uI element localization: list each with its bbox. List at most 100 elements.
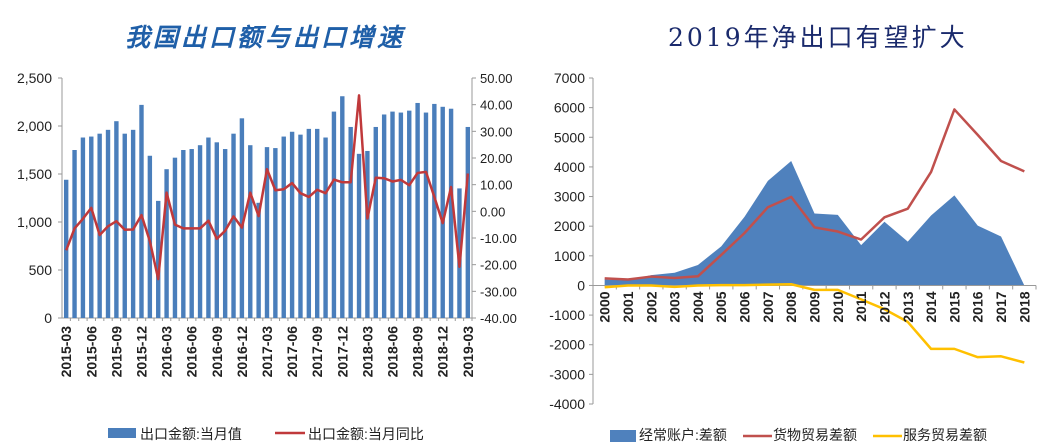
right-chart-x-tick-label: 2014: [923, 291, 939, 322]
right-chart-y-tick-label: 0: [577, 277, 585, 293]
right-chart-y-tick-label: -1000: [549, 307, 585, 323]
export-value-bar: [222, 149, 228, 318]
export-value-bar: [306, 128, 312, 318]
export-value-bar: [331, 111, 337, 318]
left-y-tick-label: 500: [29, 262, 53, 278]
right-y-tick-label: 50.00: [480, 71, 513, 86]
legend-bar-label: 出口金额:当月值: [140, 426, 242, 442]
right-chart-x-tick-label: 2015: [946, 291, 962, 322]
left-y-tick-label: 2,500: [17, 70, 52, 86]
right-y-tick-label: -30.00: [480, 284, 517, 299]
export-value-bar: [315, 128, 320, 318]
right-chart-x-tick-label: 2007: [760, 291, 776, 322]
export-value-bar: [105, 129, 111, 318]
export-value-bar: [465, 126, 471, 319]
export-value-bar: [373, 126, 378, 319]
export-value-bar: [348, 126, 353, 319]
legend-goods-label: 货物贸易差额: [773, 427, 857, 443]
export-value-bar: [256, 202, 261, 318]
goods-trade-balance-line: [604, 108, 1025, 281]
export-value-bar: [298, 134, 303, 318]
x-tick-label: 2017-09: [309, 326, 325, 378]
x-tick-label: 2016-03: [159, 326, 175, 378]
right-chart-y-tick-label: 7000: [554, 70, 585, 86]
right-chart-y-tick-label: -2000: [549, 337, 585, 353]
x-tick-label: 2018-03: [359, 326, 375, 378]
export-value-bar: [264, 147, 270, 318]
export-value-bar: [97, 133, 102, 318]
right-chart-x-tick-label: 2006: [737, 291, 753, 322]
right-chart-x-tick-label: 2009: [807, 291, 823, 322]
x-tick-label: 2015-06: [83, 326, 99, 378]
x-tick-label: 2018-09: [410, 326, 426, 378]
export-value-bar: [231, 133, 236, 318]
right-chart-y-tick-label: -3000: [549, 366, 585, 382]
export-value-bar: [381, 114, 387, 318]
x-tick-label: 2018-12: [435, 326, 451, 378]
right-chart-y-tick-label: 2000: [554, 218, 585, 234]
right-chart-x-tick-label: 2010: [830, 291, 846, 322]
right-chart-x-tick-label: 2013: [900, 291, 916, 322]
x-tick-label: 2016-06: [184, 326, 200, 378]
export-value-bar: [407, 110, 412, 318]
right-y-tick-label: 30.00: [480, 124, 513, 139]
left-y-tick-label: 0: [44, 310, 52, 326]
export-value-bar: [72, 150, 77, 318]
left-y-tick-label: 1,000: [17, 214, 52, 230]
right-chart-x-tick-label: 2004: [690, 291, 706, 322]
export-value-bar: [365, 150, 370, 318]
x-tick-label: 2015-03: [58, 326, 74, 378]
legend-line-label: 出口金额:当月同比: [308, 426, 424, 442]
right-y-tick-label: 20.00: [480, 151, 513, 166]
legend-bar-swatch: [108, 428, 136, 438]
x-tick-label: 2017-03: [259, 326, 275, 378]
services-trade-balance-line: [604, 283, 1025, 364]
right-chart-x-tick-label: 2012: [876, 291, 892, 322]
legend-services-label: 服务贸易差额: [903, 427, 987, 443]
export-value-bar: [80, 137, 86, 318]
export-value-bar: [147, 155, 153, 318]
x-tick-label: 2016-09: [209, 326, 225, 378]
export-value-bar: [248, 145, 253, 318]
x-tick-label: 2019-03: [460, 326, 476, 378]
export-value-bar: [181, 150, 186, 318]
export-value-bar: [214, 142, 219, 318]
export-value-bar: [398, 112, 404, 318]
legend-area-swatch: [610, 430, 636, 442]
export-value-bar: [440, 106, 445, 318]
export-value-bar: [356, 153, 362, 318]
export-value-bar: [114, 121, 119, 318]
right-chart-x-tick-label: 2017: [993, 291, 1009, 322]
right-y-tick-label: 40.00: [480, 98, 513, 113]
left-y-tick-label: 1,500: [17, 166, 52, 182]
x-tick-label: 2017-06: [284, 326, 300, 378]
export-value-bar: [189, 149, 194, 318]
export-value-bar: [390, 111, 395, 318]
legend-area-label: 经常账户:差额: [639, 427, 727, 443]
export-value-bar: [340, 96, 345, 319]
right-chart-x-tick-label: 2000: [597, 291, 613, 322]
export-value-bar: [415, 102, 420, 319]
right-chart-x-tick-label: 2003: [667, 291, 683, 322]
right-chart-x-tick-label: 2008: [783, 291, 799, 322]
export-value-bar: [273, 148, 278, 318]
right-chart-y-tick-label: 1000: [554, 248, 585, 264]
right-chart-title: 2019年净出口有望扩大: [668, 23, 968, 52]
right-chart-x-tick-label: 2016: [970, 291, 986, 322]
export-value-bar: [197, 145, 203, 318]
export-value-bar: [323, 137, 328, 318]
export-value-bar: [139, 104, 144, 318]
right-chart-x-tick-label: 2018: [1016, 291, 1032, 322]
export-value-bar: [448, 108, 454, 318]
right-y-tick-label: 0.00: [480, 204, 505, 219]
export-value-bar: [281, 136, 286, 318]
right-chart-y-tick-label: -4000: [549, 396, 585, 412]
export-value-bar: [239, 118, 245, 318]
x-tick-label: 2018-06: [385, 326, 401, 378]
right-y-tick-label: 10.00: [480, 178, 513, 193]
right-chart-y-tick-label: 6000: [554, 100, 585, 116]
export-value-bar: [432, 103, 437, 318]
export-value-bar: [122, 133, 127, 318]
x-tick-label: 2015-12: [133, 326, 149, 378]
x-tick-label: 2016-12: [234, 326, 250, 378]
